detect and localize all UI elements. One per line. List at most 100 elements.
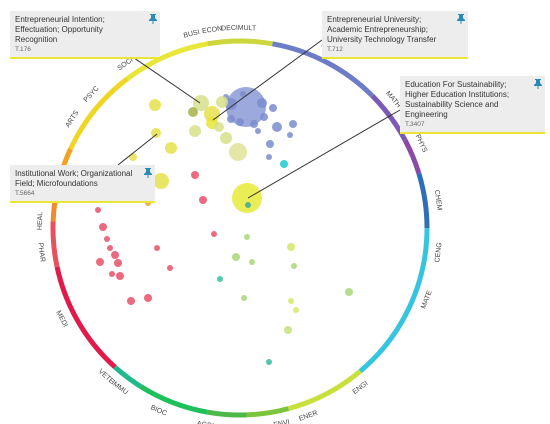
topic-bubble — [216, 96, 228, 108]
tooltip-topic-id: T.3407 — [405, 121, 425, 128]
ring-segment — [287, 369, 362, 412]
topic-bubble — [241, 295, 247, 301]
ring-segment — [402, 139, 422, 175]
ring-segment — [246, 406, 290, 418]
topic-bubble — [250, 120, 258, 128]
tooltip-title: Institutional Work; Organizational Field… — [15, 169, 133, 188]
tooltip-t712[interactable]: Entrepreneurial University; Academic Ent… — [322, 11, 468, 59]
leader-line — [212, 39, 323, 121]
topic-bubble — [111, 251, 119, 259]
tooltip-title: Education For Sustainability; Higher Edu… — [405, 80, 510, 119]
pin-icon[interactable] — [144, 168, 152, 178]
tooltip-title: Entrepreneurial University; Academic Ent… — [327, 15, 437, 44]
subject-label: PSYC — [83, 85, 101, 104]
topic-bubble — [151, 128, 161, 138]
topic-bubble — [255, 128, 261, 134]
pin-icon[interactable] — [457, 14, 465, 24]
ring-segment — [358, 227, 430, 374]
topic-bubble — [266, 140, 274, 148]
topic-bubble — [116, 272, 124, 280]
subject-label: AGRI — [196, 420, 214, 424]
topic-bubble — [244, 234, 250, 240]
topic-bubble — [214, 122, 224, 132]
subject-label: DECI — [221, 25, 238, 33]
ring-segment — [68, 76, 129, 151]
ring-segment — [113, 365, 143, 389]
tooltip-t5664[interactable]: Institutional Work; Organizational Field… — [10, 165, 155, 203]
subject-label: MEDI — [54, 310, 68, 329]
topic-bubble — [220, 132, 232, 144]
topic-bubble — [165, 142, 177, 154]
topic-bubble — [287, 132, 293, 138]
tooltip-t176[interactable]: Entrepreneurial Intention; Effectuation;… — [10, 11, 160, 59]
subject-label: ENVI — [273, 419, 290, 424]
ring-segment — [207, 409, 247, 418]
subject-label: HEAL — [37, 212, 45, 231]
tooltip-title: Entrepreneurial Intention; Effectuation;… — [15, 15, 105, 44]
topic-bubble — [149, 99, 161, 111]
subject-label: ARTS — [65, 109, 81, 129]
topic-bubble — [144, 294, 152, 302]
subject-ring — [50, 38, 430, 418]
topic-bubble — [225, 98, 237, 110]
subject-label: BUSI — [183, 29, 201, 40]
topic-bubble — [232, 183, 262, 213]
topic-bubble — [199, 196, 207, 204]
topic-bubbles — [95, 87, 353, 365]
topic-bubble — [114, 259, 122, 267]
topic-bubble — [109, 271, 115, 277]
subject-label: BIOC — [149, 404, 167, 417]
topic-bubble — [266, 154, 272, 160]
topic-bubble — [153, 173, 169, 189]
subject-label: PHYS — [414, 134, 429, 155]
topic-bubble — [287, 243, 295, 251]
topic-bubble — [260, 113, 268, 121]
topic-bubble — [167, 265, 173, 271]
leader-line — [247, 109, 401, 199]
subject-label: CHEM — [433, 190, 443, 212]
subject-label: ENER — [298, 410, 319, 423]
topic-bubble — [154, 245, 160, 251]
pin-icon[interactable] — [149, 14, 157, 24]
topic-bubble — [249, 259, 255, 265]
topic-bubble — [107, 245, 113, 251]
subject-label: CENG — [434, 242, 443, 263]
topic-bubble — [96, 258, 104, 266]
topic-bubble — [289, 120, 297, 128]
subject-label: ECON — [202, 25, 223, 35]
topic-bubble — [227, 115, 235, 123]
topic-bubble — [211, 231, 217, 237]
subject-label: ENGI — [352, 380, 370, 396]
tooltip-topic-id: T.712 — [327, 46, 343, 53]
subject-label: MATE — [420, 289, 433, 309]
topic-bubble — [217, 276, 223, 282]
topic-bubble — [284, 326, 292, 334]
ring-segment — [370, 94, 408, 142]
topic-bubble — [193, 95, 209, 111]
subject-label: PHAR — [36, 242, 45, 262]
pin-icon[interactable] — [534, 79, 542, 89]
ring-segment — [50, 221, 60, 268]
topic-bubble — [95, 207, 101, 213]
topic-bubble — [345, 288, 353, 296]
topic-bubble — [104, 236, 110, 242]
topic-bubble — [257, 98, 267, 108]
tooltip-topic-id: T.5664 — [15, 190, 35, 197]
topic-bubble — [129, 153, 137, 161]
topic-bubble — [229, 143, 247, 161]
tooltip-topic-id: T.176 — [15, 46, 31, 53]
topic-bubble — [266, 359, 272, 365]
topic-bubble — [240, 91, 246, 97]
topic-bubble — [293, 307, 299, 313]
subject-labels: COMPMATHPHYSCHEMCENGMATEENGIENERENVIEART… — [36, 25, 443, 424]
ring-segment — [272, 41, 374, 98]
subject-label: VETE — [97, 368, 116, 386]
topic-bubble — [245, 202, 251, 208]
topic-bubble — [280, 160, 288, 168]
ring-segment — [207, 38, 273, 47]
tooltip-t3407[interactable]: Education For Sustainability; Higher Edu… — [400, 76, 545, 134]
topic-bubble — [236, 118, 244, 126]
topic-bubble — [272, 122, 282, 132]
ring-segment — [139, 384, 208, 415]
